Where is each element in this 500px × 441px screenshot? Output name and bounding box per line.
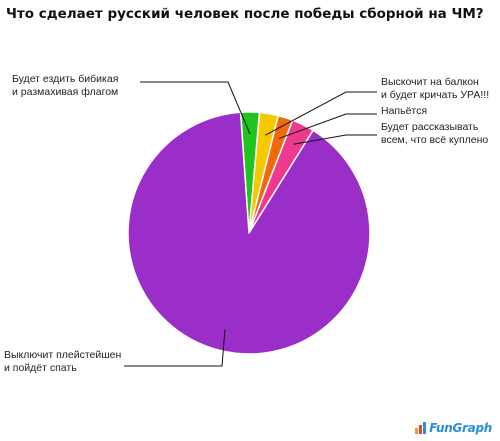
fungraph-logo: FunGraph	[415, 421, 492, 435]
slice-label: Будет ездить бибикая и размахивая флагом	[12, 73, 118, 98]
slice-label: Выскочит на балкон и будет кричать УРА!!!	[381, 76, 489, 101]
slice-label-line: Будет рассказывать	[381, 121, 479, 133]
slice-label-line: и размахивая флагом	[12, 86, 118, 98]
leader-line	[140, 81, 251, 134]
logo-bar	[419, 425, 423, 434]
leader-line	[124, 329, 226, 367]
leader-line	[293, 134, 377, 145]
slice-label-line: и пойдёт спать	[4, 362, 77, 374]
pie-slices	[127, 111, 371, 355]
slice-label-line: Будет ездить бибикая	[12, 73, 118, 85]
pie-slice	[127, 111, 371, 355]
logo-bar	[423, 422, 427, 434]
leader-line	[278, 113, 377, 139]
logo-bars-icon	[415, 422, 427, 434]
slice-labels: Будет ездить бибикая и размахивая флагом В…	[4, 73, 489, 374]
logo-text: FunGraph	[429, 421, 492, 435]
slice-label-line: Выскочит на балкон	[381, 76, 479, 88]
slice-label: Напьётся	[381, 105, 427, 117]
slice-label-line: и будет кричать УРА!!!	[381, 89, 489, 101]
slice-label: Будет рассказывать всем, что всё куплено	[381, 121, 488, 146]
slice-label-line: Выключит плейстейшен	[4, 349, 122, 361]
chart-title: Что сделает русский человек после победы…	[6, 6, 484, 22]
logo-bar	[415, 428, 419, 434]
leader-line	[265, 91, 377, 136]
leader-lines	[124, 81, 377, 367]
slice-label-line: всем, что всё куплено	[381, 134, 488, 146]
slice-label: Выключит плейстейшен и пойдёт спать	[4, 349, 122, 374]
slice-label-line: Напьётся	[381, 105, 427, 117]
